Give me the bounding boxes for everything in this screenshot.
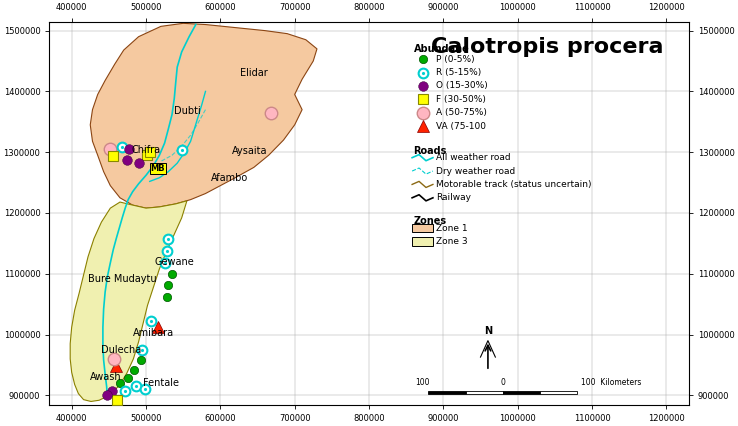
Text: Gewane: Gewane [154,256,194,267]
Text: Zone 3: Zone 3 [436,237,468,246]
Text: Elidar: Elidar [240,68,268,78]
Bar [412,224,433,233]
Text: Railway: Railway [436,193,471,202]
Text: Calotropis procera: Calotropis procera [431,37,663,57]
Polygon shape [90,23,317,208]
Text: Motorable track (status uncertain): Motorable track (status uncertain) [436,180,591,189]
Bar [466,391,503,394]
Text: P (0-5%): P (0-5%) [436,55,475,64]
Text: Afambo: Afambo [210,173,248,183]
Text: Zone 1: Zone 1 [436,224,468,233]
Text: MB: MB [151,164,165,173]
Text: R (5-15%): R (5-15%) [436,68,481,77]
Text: Bure Mudaytu: Bure Mudaytu [88,273,156,284]
Bar [429,391,466,394]
Text: 100: 100 [415,378,430,387]
Text: Roads: Roads [413,146,447,155]
Polygon shape [70,201,187,401]
Text: A (50-75%): A (50-75%) [436,108,487,117]
Text: Dry weather road: Dry weather road [436,167,515,176]
Text: 100  Kilometers: 100 Kilometers [581,378,641,387]
Bar [412,237,433,246]
Text: Dubti: Dubti [173,106,200,116]
Text: All weather road: All weather road [436,153,511,162]
Text: Chifra: Chifra [132,145,161,155]
Text: Awash: Awash [90,372,122,382]
Text: Abundane: Abundane [413,44,469,54]
Text: F (30-50%): F (30-50%) [436,95,486,104]
Text: Zones: Zones [413,216,446,226]
Text: Dulecha: Dulecha [100,345,141,355]
Text: 0: 0 [500,378,506,387]
Text: Fentale: Fentale [143,377,179,388]
Text: Amibara: Amibara [133,328,174,338]
Text: Aysaita: Aysaita [232,146,268,156]
Text: VA (75-100: VA (75-100 [436,121,486,130]
Bar [503,391,540,394]
Text: O (15-30%): O (15-30%) [436,81,488,90]
Bar [540,391,577,394]
Text: N: N [484,326,492,336]
